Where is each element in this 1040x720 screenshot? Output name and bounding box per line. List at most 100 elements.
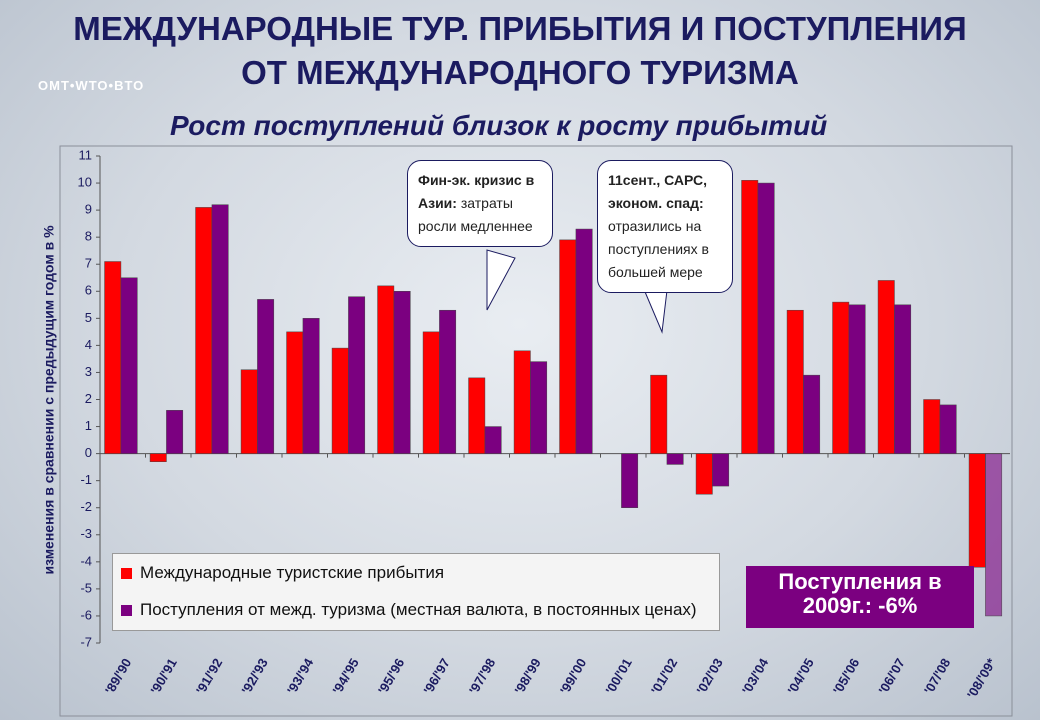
bar <box>923 399 941 454</box>
y-tick-label: 8 <box>85 229 92 244</box>
y-tick-label: 1 <box>85 418 92 433</box>
bar <box>621 453 639 508</box>
bar <box>377 285 395 454</box>
x-tick-label: '90/'91 <box>147 656 179 697</box>
x-tick-label: '04/'05 <box>784 656 816 697</box>
bar <box>832 301 850 454</box>
x-tick-label: '91/'92 <box>193 656 225 697</box>
x-tick-label: '95/'96 <box>375 656 407 697</box>
x-tick-label: '01/'02 <box>648 656 680 697</box>
bar <box>257 299 275 454</box>
title-line: МЕЖДУНАРОДНЫЕ ТУР. ПРИБЫТИЯ И ПОСТУПЛЕНИ… <box>73 10 967 47</box>
y-tick-label: 6 <box>85 283 92 298</box>
bar <box>331 347 349 454</box>
x-tick-label: '06/'07 <box>875 656 907 697</box>
y-tick-label: 5 <box>85 310 92 325</box>
bar <box>513 350 531 454</box>
y-tick-label: 9 <box>85 202 92 217</box>
bar <box>348 296 366 454</box>
legend-entry: Поступления от межд. туризма (местная ва… <box>121 600 697 620</box>
y-tick-label: 7 <box>85 256 92 271</box>
y-tick-label: 10 <box>78 174 92 189</box>
x-tick-label: '94/'95 <box>329 656 361 697</box>
y-tick-label: -7 <box>80 634 92 649</box>
x-tick-label: '03/'04 <box>739 655 772 697</box>
x-tick-label: '93/'94 <box>284 655 317 697</box>
y-axis-label: изменения в сравнении с предыдущим годом… <box>41 225 57 575</box>
y-tick-label: 3 <box>85 364 92 379</box>
note-line: 2009г.: -6% <box>802 593 918 618</box>
note-line: Поступления в <box>778 569 942 594</box>
bar <box>803 374 821 454</box>
bar <box>877 280 895 454</box>
x-tick-label: '99/'00 <box>557 656 589 697</box>
x-tick-label: '07/'08 <box>921 656 953 697</box>
legend-label: Международные туристские прибытия <box>140 563 445 582</box>
chart-frame <box>59 145 1013 717</box>
bar <box>650 374 668 454</box>
legend-entry: Международные туристские прибытия <box>121 563 444 583</box>
y-tick-label: -6 <box>80 607 92 622</box>
bar <box>211 204 229 454</box>
logo: OMT•WTO•BTO <box>38 78 145 93</box>
y-tick-label: -4 <box>80 553 92 568</box>
bar <box>195 207 213 454</box>
x-tick-label: '97/'98 <box>466 656 498 697</box>
callout: 11сент., САРС, эконом. спад: отразились … <box>597 160 733 293</box>
bar <box>104 261 122 454</box>
title-line: ОТ МЕЖДУНАРОДНОГО ТУРИЗМА <box>241 54 799 91</box>
legend: Международные туристские прибытия Поступ… <box>112 553 720 631</box>
y-tick-label: 4 <box>85 337 92 352</box>
callout-text: отразились на поступлениях в большей мер… <box>608 218 709 280</box>
bar <box>939 404 957 454</box>
bar <box>120 277 138 454</box>
bar <box>968 453 986 568</box>
bar <box>286 331 304 454</box>
x-tick-label: '08/'09* <box>964 655 999 701</box>
bar <box>786 309 804 454</box>
bar <box>894 304 912 454</box>
bar <box>741 180 759 454</box>
x-tick-label: '96/'97 <box>420 656 452 697</box>
bar <box>559 239 577 454</box>
note-box: Поступления в 2009г.: -6% <box>746 566 974 628</box>
callout-pointer <box>486 249 516 311</box>
bar <box>530 361 548 454</box>
bar <box>166 410 184 454</box>
bar <box>712 453 730 487</box>
bar <box>757 182 775 454</box>
x-tick-label: '02/'03 <box>693 656 725 697</box>
bar <box>393 291 411 454</box>
x-tick-label: '00/'01 <box>602 656 634 697</box>
legend-label: Поступления от межд. туризма (местная ва… <box>140 600 697 619</box>
bar <box>666 453 684 465</box>
bar <box>484 426 502 454</box>
y-tick-label: 11 <box>79 147 93 162</box>
x-tick-label: '92/'93 <box>238 656 270 697</box>
bar <box>422 331 440 454</box>
callout-text: затраты росли медленнее <box>418 195 533 234</box>
subtitle: Рост поступлений близок к росту прибытий <box>170 110 828 141</box>
y-tick-label: -3 <box>80 526 92 541</box>
bar <box>240 369 258 454</box>
y-tick-label: 2 <box>85 391 92 406</box>
y-tick-label: -5 <box>80 580 92 595</box>
x-tick-label: '89/'90 <box>102 656 134 697</box>
bar <box>575 228 593 454</box>
x-tick-label: '98/'99 <box>511 656 543 697</box>
y-tick-label: 0 <box>85 445 92 460</box>
bar <box>468 377 486 454</box>
bar <box>848 304 866 454</box>
x-tick-label: '05/'06 <box>830 656 862 697</box>
callout-bold: 11сент., САРС, эконом. спад: <box>608 172 707 211</box>
bar <box>439 309 457 454</box>
bar <box>695 453 713 495</box>
y-tick-label: -1 <box>80 472 92 487</box>
callout: Фин-эк. кризис в Азии: затраты росли мед… <box>407 160 553 247</box>
callout-bold: Фин-эк. кризис в Азии: <box>418 172 535 211</box>
legend-swatch <box>121 604 132 616</box>
bar <box>149 453 167 462</box>
bar <box>302 318 320 454</box>
